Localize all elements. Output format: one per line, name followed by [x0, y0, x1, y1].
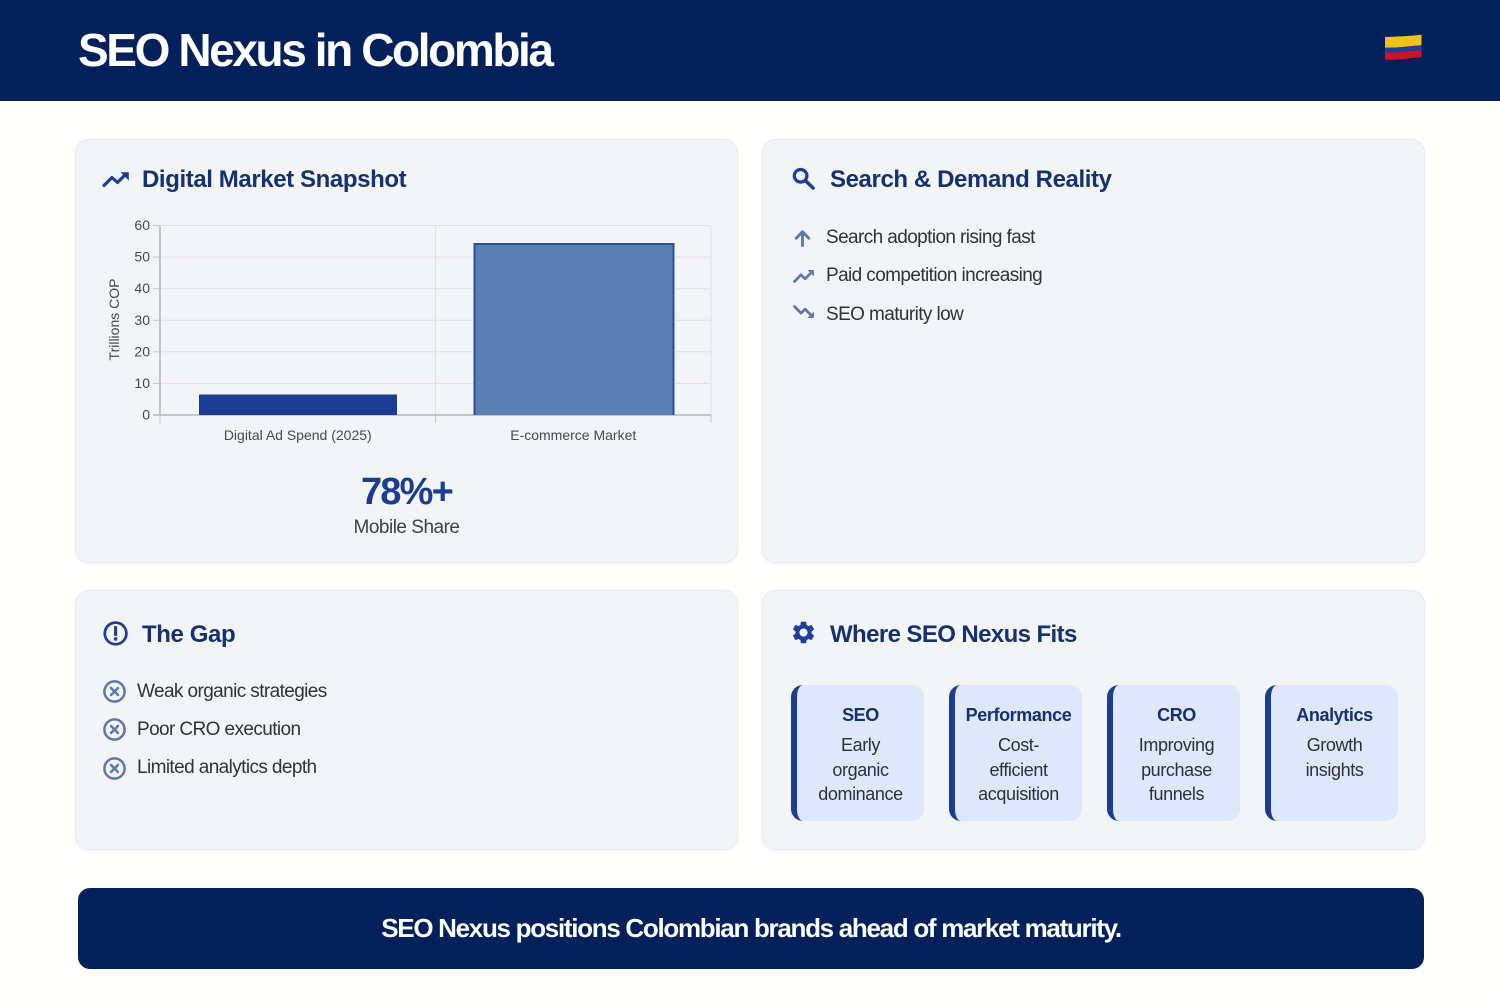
svg-text:0: 0	[142, 407, 150, 423]
svg-text:60: 60	[134, 217, 150, 233]
svg-text:Trillions COP: Trillions COP	[106, 279, 122, 361]
svg-text:10: 10	[134, 375, 150, 391]
svg-text:Digital Ad Spend (2025): Digital Ad Spend (2025)	[224, 427, 372, 443]
svg-text:20: 20	[134, 343, 150, 359]
svg-text:50: 50	[134, 249, 150, 265]
svg-text:30: 30	[134, 312, 150, 328]
svg-text:40: 40	[134, 280, 150, 296]
svg-text:E-commerce Market: E-commerce Market	[510, 427, 636, 443]
